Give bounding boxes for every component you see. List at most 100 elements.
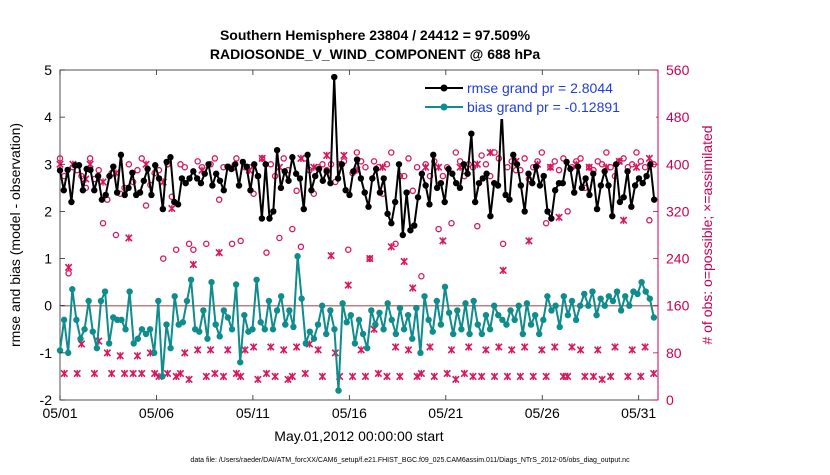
- rmse-point: [441, 198, 448, 206]
- rmse-point: [197, 179, 205, 187]
- obs-possible-point: [297, 243, 305, 251]
- obs-assimilated-point: [340, 151, 348, 160]
- obs-assimilated-point: [99, 178, 107, 186]
- bias-point: [617, 307, 625, 314]
- rmse-point: [209, 182, 216, 189]
- obs-assimilated-point: [129, 369, 137, 378]
- rmse-point: [513, 161, 521, 168]
- obs-possible-point: [400, 172, 408, 180]
- rmse-point: [262, 161, 269, 168]
- legend: rmse grand pr = 2.8044 bias grand pr = -…: [420, 75, 656, 119]
- obs-assimilated-point: [529, 372, 538, 381]
- bias-point: [470, 297, 477, 305]
- obs-assimilated-point: [525, 237, 533, 245]
- obs-possible-point: [319, 161, 326, 168]
- bias-point: [363, 344, 371, 352]
- rmse-point: [68, 198, 75, 206]
- rmse-point: [152, 162, 159, 169]
- y-axis-label-right: # of obs: o=possible; ×=assimilated: [699, 125, 715, 344]
- bias-point: [519, 330, 527, 338]
- bias-point: [146, 326, 154, 333]
- bias-point: [208, 278, 215, 286]
- rmse-point: [567, 165, 574, 173]
- obs-possible-point: [641, 163, 649, 171]
- bias-point: [302, 340, 309, 347]
- bias-point: [183, 297, 191, 305]
- rmse-point: [574, 163, 582, 170]
- rmse-point: [391, 198, 399, 206]
- obs-assimilated-point: [116, 352, 124, 360]
- obs-assimilated-point: [486, 148, 494, 157]
- bias-point: [126, 288, 133, 295]
- rmse-point: [292, 170, 300, 177]
- bias-point: [187, 276, 195, 283]
- obs-possible-point: [289, 225, 296, 233]
- rmse-point: [232, 161, 239, 168]
- rmse-point: [369, 175, 376, 182]
- rmse-point: [430, 151, 437, 159]
- obs-possible-point: [551, 158, 558, 165]
- y-tick-label-right: 400: [666, 156, 690, 172]
- bias-point: [359, 330, 367, 338]
- rmse-point: [650, 196, 658, 203]
- obs-possible-point: [564, 208, 571, 215]
- rmse-point: [342, 187, 349, 194]
- rmse-point: [79, 187, 87, 194]
- obs-assimilated-point: [133, 352, 142, 360]
- obs-assimilated-marks: [56, 148, 658, 384]
- bias-point: [228, 326, 236, 333]
- obs-possible-point: [233, 155, 240, 162]
- obs-possible-point: [603, 149, 610, 156]
- bias-point: [585, 302, 592, 309]
- rmse-point: [605, 182, 612, 189]
- bias-point: [536, 330, 543, 338]
- rmse-point: [353, 156, 361, 163]
- obs-possible-point: [211, 155, 219, 162]
- obs-assimilated-point: [344, 281, 353, 289]
- rmse-point: [167, 154, 174, 161]
- obs-assimilated-point: [469, 372, 477, 381]
- bias-point: [93, 344, 101, 352]
- bias-point: [597, 295, 604, 302]
- obs-assimilated-point: [267, 343, 275, 351]
- rmse-point: [445, 165, 452, 173]
- obs-assimilated-point: [279, 346, 288, 354]
- rmse-point: [647, 161, 654, 168]
- bias-point: [200, 307, 207, 314]
- rmse-point: [121, 191, 128, 199]
- y-axis-right: 0 80 160 240 320 400 480 560: [653, 62, 690, 408]
- obs-possible-point: [280, 155, 287, 162]
- bias-point: [576, 302, 584, 309]
- bias-point: [425, 316, 432, 324]
- obs-assimilated-point: [473, 160, 482, 169]
- rmse-point: [601, 168, 608, 175]
- bias-point: [163, 321, 170, 328]
- obs-assimilated-point: [460, 369, 469, 378]
- obs-assimilated-point: [430, 372, 439, 381]
- bias-point: [409, 335, 416, 342]
- obs-assimilated-point: [598, 375, 606, 384]
- rmse-series: [56, 73, 658, 239]
- obs-assimilated-point: [236, 372, 245, 381]
- obs-possible-point: [452, 149, 460, 156]
- rmse-point: [159, 205, 167, 213]
- bias-point: [335, 387, 342, 394]
- obs-assimilated-point: [503, 372, 512, 381]
- y-tick-label-right: 560: [666, 62, 690, 78]
- obs-possible-point: [628, 161, 636, 168]
- obs-possible-point: [646, 217, 653, 224]
- rmse-point: [532, 163, 540, 170]
- rmse-point: [56, 167, 64, 174]
- rmse-point: [631, 182, 639, 189]
- obs-possible-point: [237, 237, 244, 245]
- rmse-point: [285, 177, 292, 184]
- bias-point: [212, 321, 219, 328]
- obs-possible-point: [538, 149, 546, 156]
- obs-assimilated-point: [125, 234, 133, 242]
- bias-point: [298, 295, 305, 302]
- rmse-point: [590, 170, 597, 177]
- bias-point: [290, 323, 297, 331]
- bias-point: [552, 302, 559, 309]
- obs-assimilated-point: [637, 372, 645, 381]
- bias-point: [122, 326, 129, 333]
